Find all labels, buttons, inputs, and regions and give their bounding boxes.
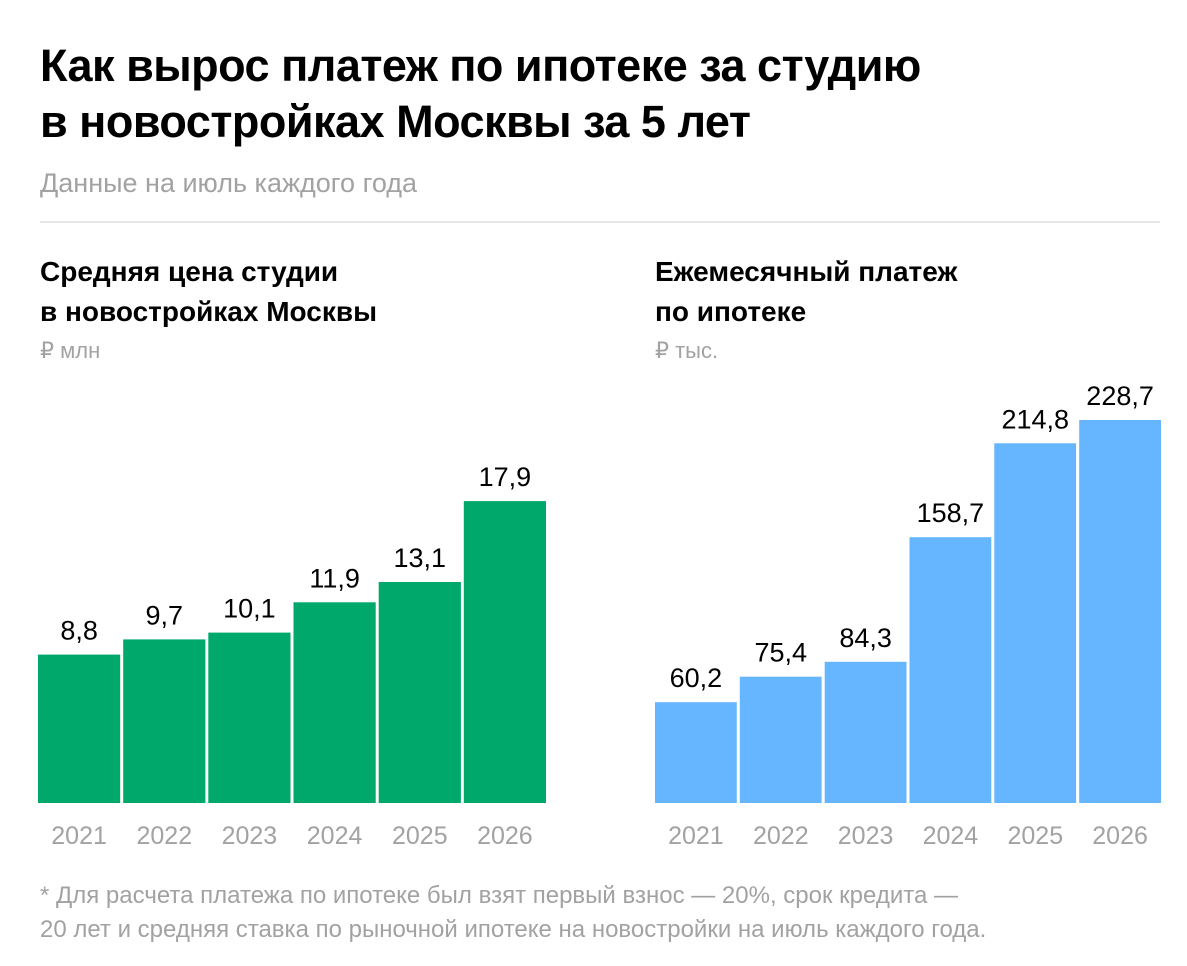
right-tick-label-2023: 2023 (838, 822, 894, 850)
right-chart-unit: ₽ тыс. (655, 338, 719, 363)
right-value-label-2024: 158,7 (917, 498, 985, 528)
right-chart-title-line-2: по ипотеке (655, 296, 807, 327)
left-bar-2022 (123, 639, 206, 803)
right-tick-label-2024: 2024 (923, 822, 979, 850)
page-subtitle: Данные на июль каждого года (40, 168, 418, 198)
left-value-label-2023: 10,1 (223, 594, 276, 624)
left-tick-label-2025: 2025 (392, 822, 448, 850)
left-bar-2026 (463, 501, 546, 803)
right-chart-title-line-1: Ежемесячный платеж (655, 256, 958, 287)
left-tick-label-2022: 2022 (136, 822, 192, 850)
left-tick-label-2021: 2021 (51, 822, 107, 850)
right-tick-label-2026: 2026 (1092, 822, 1148, 850)
right-value-label-2023: 84,3 (839, 623, 892, 653)
left-bar-2024 (293, 602, 376, 803)
left-tick-label-2024: 2024 (307, 822, 363, 850)
page-title: Как вырос платеж по ипотеке за студию в … (40, 38, 1160, 150)
page-title-line-1: Как вырос платеж по ипотеке за студию (40, 40, 921, 91)
right-bar-2023 (824, 661, 907, 803)
left-bar-2021 (38, 654, 121, 803)
right-value-label-2022: 75,4 (755, 638, 808, 668)
left-chart-title: Средняя цена студии в новостройках Москв… (40, 252, 377, 332)
right-chart-title: Ежемесячный платеж по ипотеке (655, 252, 957, 332)
right-value-label-2026: 228,7 (1086, 381, 1154, 411)
right-bar-2022 (739, 676, 822, 803)
right-bar-2026 (1079, 420, 1161, 803)
footnote-line-1: * Для расчета платежа по ипотеке был взя… (40, 882, 958, 909)
footnote: * Для расчета платежа по ипотеке был взя… (40, 879, 986, 947)
right-tick-label-2025: 2025 (1007, 822, 1063, 850)
right-value-label-2021: 60,2 (670, 663, 723, 693)
left-tick-label-2026: 2026 (477, 822, 533, 850)
left-tick-label-2023: 2023 (222, 822, 278, 850)
right-value-label-2025: 214,8 (1002, 404, 1070, 434)
footnote-line-2: 20 лет и средняя ставка по рыночной ипот… (40, 916, 987, 943)
page-title-line-2: в новостройках Москвы за 5 лет (40, 96, 751, 147)
left-value-label-2022: 9,7 (146, 600, 184, 630)
right-bar-2025 (994, 443, 1077, 803)
left-value-label-2026: 17,9 (479, 462, 532, 492)
left-chart-title-line-1: Средняя цена студии (40, 256, 339, 287)
left-value-label-2025: 13,1 (394, 543, 447, 573)
left-value-label-2021: 8,8 (60, 616, 98, 646)
left-bar-chart: 8,8 2021 9,7 2022 10,1 2023 11,9 2024 13,1 2025 17… (38, 462, 546, 850)
left-bar-2023 (208, 632, 291, 803)
left-chart-title-line-2: в новостройках Москвы (40, 296, 377, 327)
header-divider (40, 221, 1160, 223)
left-chart-unit: ₽ млн (40, 338, 101, 363)
right-bar-2024 (909, 537, 992, 803)
right-tick-label-2022: 2022 (753, 822, 809, 850)
right-tick-label-2021: 2021 (668, 822, 724, 850)
right-bar-chart: 60,2 2021 75,4 2022 84,3 2023 158,7 2024 214,8 20… (655, 381, 1161, 850)
right-bar-2021 (655, 702, 737, 803)
left-value-label-2024: 11,9 (309, 563, 360, 593)
left-bar-2025 (378, 582, 461, 803)
